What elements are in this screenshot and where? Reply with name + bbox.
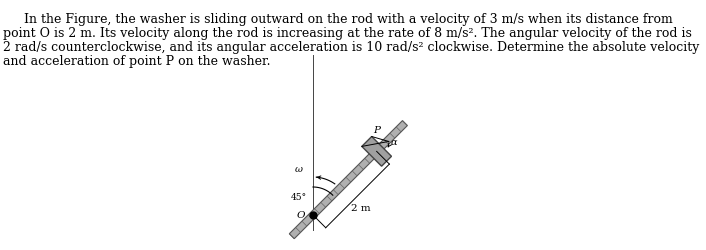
Text: O: O bbox=[297, 211, 305, 220]
Text: 2 rad/s counterclockwise, and its angular acceleration is 10 rad/s² clockwise. D: 2 rad/s counterclockwise, and its angula… bbox=[3, 41, 700, 54]
Polygon shape bbox=[289, 121, 407, 239]
Text: point O is 2 m. Its velocity along the rod is increasing at the rate of 8 m/s². : point O is 2 m. Its velocity along the r… bbox=[3, 27, 692, 40]
Text: 2 m: 2 m bbox=[352, 204, 371, 212]
Text: ω: ω bbox=[295, 164, 303, 173]
Text: In the Figure, the washer is sliding outward on the rod with a velocity of 3 m/s: In the Figure, the washer is sliding out… bbox=[8, 13, 673, 26]
Polygon shape bbox=[361, 137, 392, 166]
Text: and acceleration of point P on the washer.: and acceleration of point P on the washe… bbox=[3, 55, 270, 68]
Text: 45°: 45° bbox=[291, 192, 307, 202]
Text: P: P bbox=[373, 125, 380, 134]
Text: α: α bbox=[390, 138, 397, 146]
